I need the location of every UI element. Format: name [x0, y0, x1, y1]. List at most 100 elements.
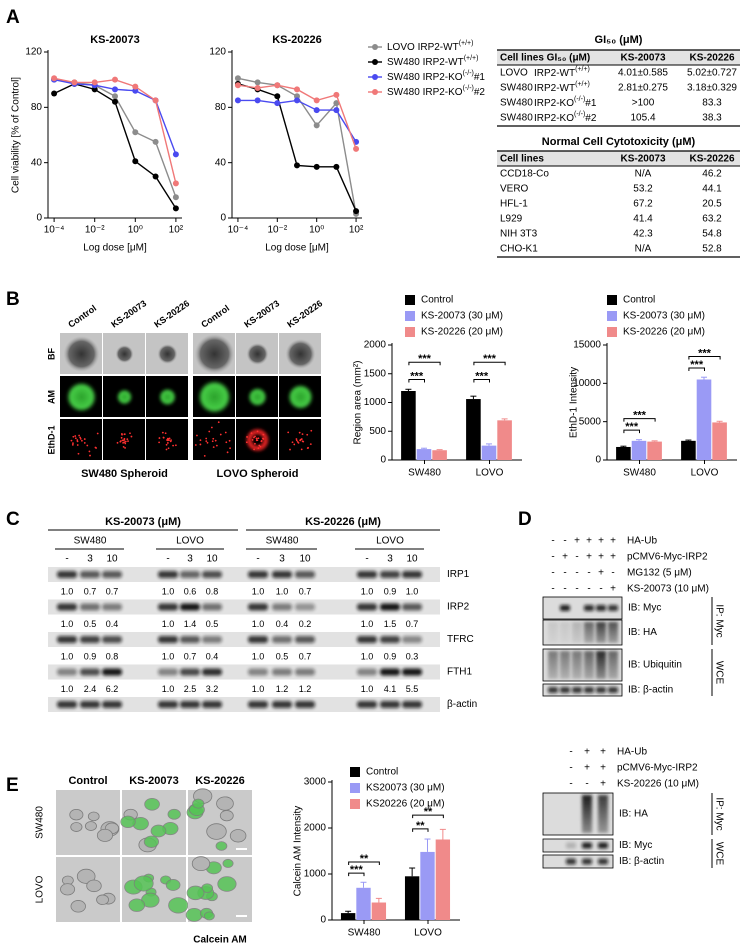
blot-band: [102, 636, 122, 643]
table-cell: IRP2-WT(+/+): [534, 66, 590, 79]
blot-band: [102, 603, 122, 611]
red-dot: [210, 426, 213, 429]
table-cell: IRP2-KO(-/-)#1: [534, 96, 597, 109]
significance-label: ***: [410, 370, 424, 382]
significance-label: ***: [418, 353, 432, 365]
significance-bracket: ***: [473, 370, 490, 383]
quantification: 0.7: [184, 651, 197, 661]
bar: [497, 420, 512, 460]
micrograph: [193, 419, 235, 460]
cell: [215, 841, 228, 851]
bracket: [473, 379, 490, 383]
table-cell: 54.8: [702, 229, 722, 240]
blot-band: [295, 701, 315, 708]
dose-label: -: [256, 554, 259, 565]
bar: [371, 902, 387, 920]
red-dot: [79, 437, 82, 440]
blot-title: KS-20073 (μM): [105, 516, 181, 528]
table-cell: 4.01±0.585: [618, 68, 668, 79]
bracket: [348, 872, 365, 877]
quantification: 0.7: [406, 619, 419, 629]
bar: [681, 440, 696, 460]
red-dot: [169, 440, 172, 443]
blot-band: [598, 858, 608, 865]
quantification: 4.1: [384, 684, 397, 694]
red-dot: [161, 431, 164, 434]
condition-sign: -: [551, 552, 554, 563]
stain-label: Calcein AM: [193, 935, 247, 946]
condition-sign: -: [575, 568, 578, 579]
blot-band: [548, 687, 558, 693]
blot-band: [202, 571, 222, 578]
quantification: 1.0: [61, 651, 74, 661]
red-dot: [300, 448, 303, 451]
blot-band: [248, 668, 268, 676]
spheroid: [194, 334, 235, 374]
red-dot: [205, 440, 208, 443]
red-dot: [123, 439, 126, 441]
x-tick-label: LOVO: [691, 468, 719, 479]
spheroid: [63, 336, 100, 372]
table-cell: N/A: [635, 169, 652, 180]
red-dot: [121, 439, 124, 442]
table-title: Normal Cell Cytotoxicity (μM): [542, 136, 696, 148]
significance-label: ***: [698, 347, 712, 359]
data-point: [132, 87, 139, 94]
cell: [203, 911, 215, 921]
cell: [222, 858, 234, 868]
blot-band: [158, 636, 178, 643]
blot-band: [80, 636, 100, 643]
red-dot: [168, 439, 170, 442]
error-bar: [360, 881, 367, 888]
blot-smear: [584, 651, 594, 679]
y-tick-label: 80: [31, 102, 43, 113]
blot-band: [158, 668, 178, 676]
bracket: [688, 356, 721, 360]
blot-band: [402, 636, 422, 643]
red-dot: [260, 440, 263, 442]
red-dot: [166, 439, 169, 441]
y-tick-label: 1000: [304, 869, 327, 880]
red-dot: [88, 450, 91, 453]
quantification: 0.3: [406, 651, 419, 661]
data-point: [333, 107, 340, 114]
blot-box: [542, 838, 614, 853]
quantification: 1.0: [276, 586, 289, 596]
blot-band: [295, 571, 315, 578]
data-point: [172, 194, 179, 201]
blot-label: IB: Ubiquitin: [628, 660, 682, 671]
red-dot: [120, 436, 123, 439]
blot-band: [380, 701, 400, 708]
data-point: [71, 79, 78, 86]
y-tick-label: 1500: [364, 368, 387, 379]
red-dot: [71, 443, 74, 446]
red-dot: [174, 444, 177, 447]
data-point: [313, 97, 320, 104]
x-tick-label: LOVO: [476, 468, 504, 479]
bar: [420, 851, 435, 920]
condition-label: KS-20226 (10 μM): [617, 779, 699, 790]
x-tick-label: 10⁰: [128, 225, 143, 236]
table-cell: 52.8: [702, 244, 722, 255]
error-bar: [439, 828, 446, 840]
table-header: KS-20226: [689, 154, 734, 165]
red-dot: [211, 440, 214, 443]
quantification: 0.6: [184, 586, 197, 596]
bar: [404, 876, 420, 920]
spheroid: [157, 344, 178, 364]
red-dot: [74, 435, 77, 437]
bar: [432, 450, 447, 460]
red-dot: [217, 421, 220, 424]
red-dot: [81, 439, 83, 442]
blot-band: [180, 701, 200, 708]
blot-band: [295, 603, 315, 611]
row-label: AM: [46, 390, 56, 404]
condition-sign: -: [551, 584, 554, 595]
table-header-bg: [497, 151, 740, 166]
column-label: Control: [66, 303, 98, 330]
table-cell: IRP2-WT(+/+): [534, 81, 590, 94]
cell: [70, 900, 86, 913]
red-dot: [306, 447, 309, 450]
y-axis-label: Region area (mm²): [353, 361, 364, 445]
